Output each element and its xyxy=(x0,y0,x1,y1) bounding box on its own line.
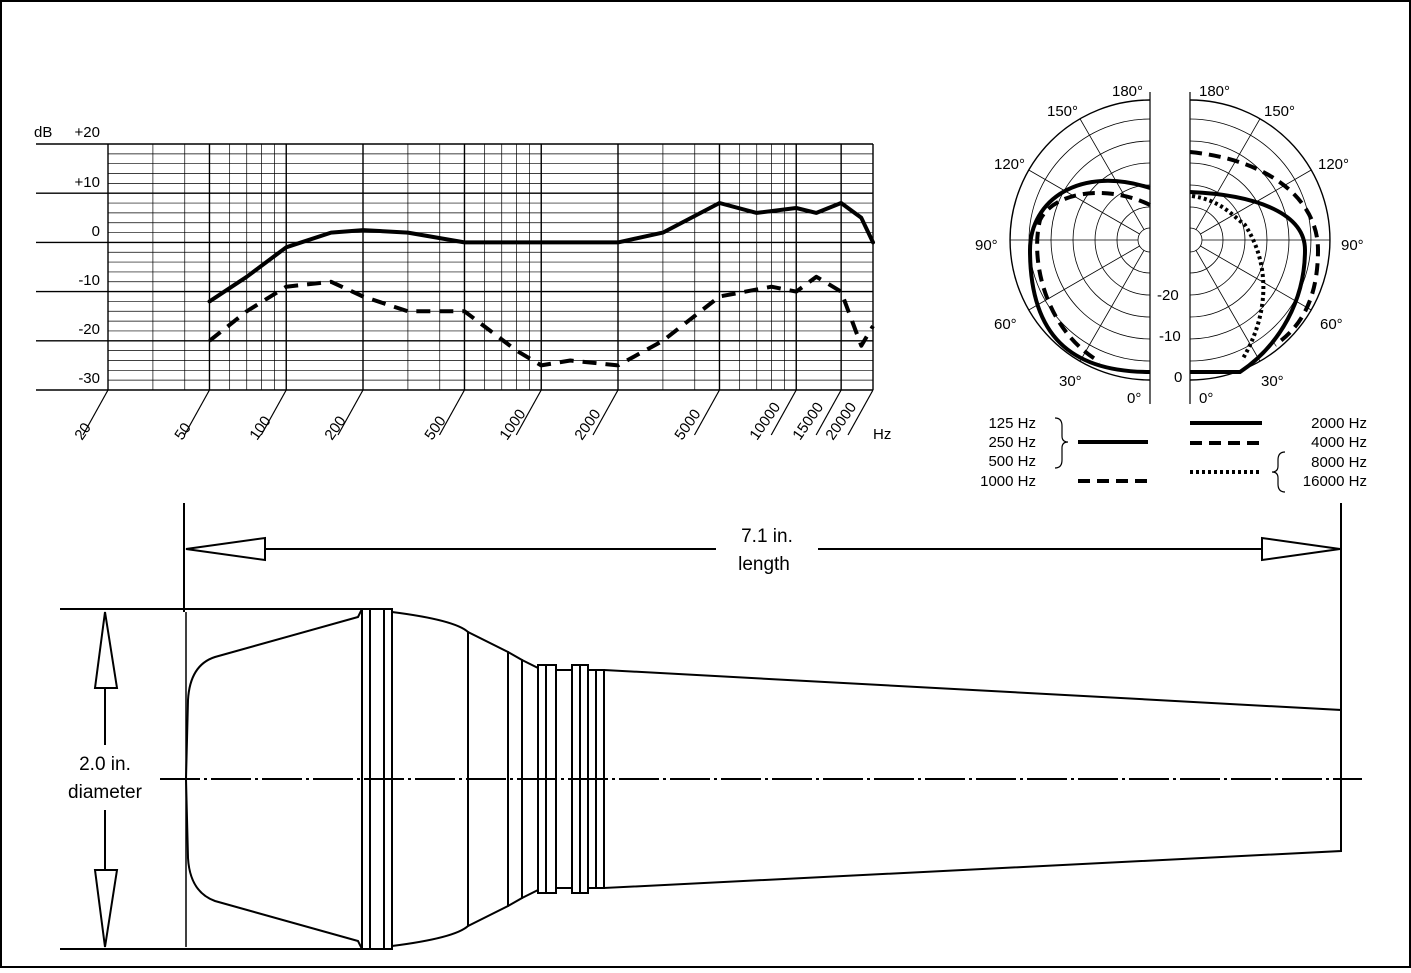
legend-brace-left xyxy=(1054,417,1069,469)
legend-label: 16000 Hz xyxy=(1303,473,1367,490)
angle-label-left: 120° xyxy=(994,156,1025,173)
angle-label-left: 60° xyxy=(994,316,1017,333)
ring-label: 0 xyxy=(1174,369,1182,386)
polar-ring-right xyxy=(1189,227,1203,253)
angle-label-right: 0° xyxy=(1199,390,1213,407)
polar-spoke-right xyxy=(1195,250,1261,362)
x-tick-label: 50 xyxy=(171,420,194,443)
arrowhead-down xyxy=(93,869,119,948)
y-tick-label: +10 xyxy=(75,174,100,191)
angle-label-right: 90° xyxy=(1341,237,1364,254)
polar-spoke-left xyxy=(1028,169,1140,235)
x-tick-leader xyxy=(592,389,619,436)
x-tick-leader xyxy=(847,389,874,436)
arrowhead-right xyxy=(1261,536,1341,562)
series-line-solid xyxy=(207,201,875,304)
x-tick-label: 500 xyxy=(421,413,449,443)
polar-curve-4000hz-dashed xyxy=(1189,150,1321,347)
x-tick-leader xyxy=(770,389,797,436)
legend-label: 250 Hz xyxy=(988,434,1036,451)
angle-label-left: 150° xyxy=(1047,103,1078,120)
angle-label-right: 30° xyxy=(1261,373,1284,390)
polar-spoke-left xyxy=(1079,118,1145,230)
polar-curve-low-freq-solid xyxy=(1027,178,1151,374)
x-tick-label: 5000 xyxy=(671,406,704,443)
legend-label: 2000 Hz xyxy=(1311,415,1367,432)
x-tick-label: 20000 xyxy=(822,399,860,443)
polar-spoke-left xyxy=(1028,245,1140,311)
ring-label: -20 xyxy=(1157,287,1179,304)
x-tick-leader xyxy=(82,389,109,436)
x-tick-label: 20 xyxy=(71,420,94,443)
x-tick-leader xyxy=(438,389,465,436)
y-tick-label: +20 xyxy=(75,124,100,141)
ring-label: -10 xyxy=(1159,328,1181,345)
x-tick-leader xyxy=(815,389,842,436)
legend-label: 1000 Hz xyxy=(980,473,1036,490)
y-unit-label: dB xyxy=(34,124,52,141)
polar-pattern-chart: 180° 150° 120° 90° 60° 30° 0° 180° 150° … xyxy=(975,83,1367,493)
arrowhead-up xyxy=(93,611,119,689)
x-tick-leader xyxy=(337,389,364,436)
x-axis-labels: 20 50 100 200 500 1000 2000 5000 10000 1… xyxy=(71,399,891,443)
polar-curve-8000-16000hz-dotted xyxy=(1191,194,1266,362)
polar-curve-1000hz-dashed xyxy=(1035,191,1151,364)
angle-label-left: 180° xyxy=(1112,83,1143,100)
legend-label: 4000 Hz xyxy=(1311,434,1367,451)
angle-label-right: 60° xyxy=(1320,316,1343,333)
y-tick-label: -20 xyxy=(78,321,100,338)
x-tick-label: 15000 xyxy=(789,399,827,443)
x-tick-label: 200 xyxy=(321,413,349,443)
polar-legend: 125 Hz 250 Hz 500 Hz 1000 Hz 2000 Hz 400… xyxy=(980,415,1367,493)
legend-brace-right xyxy=(1271,451,1286,493)
length-word: length xyxy=(738,554,790,575)
polar-grid xyxy=(1009,99,1331,381)
angle-label-right: 120° xyxy=(1318,156,1349,173)
frequency-grid xyxy=(36,143,874,436)
x-tick-label: 1000 xyxy=(496,406,529,443)
diameter-word: diameter xyxy=(68,782,143,803)
angle-label-left: 90° xyxy=(975,237,998,254)
y-tick-label: -10 xyxy=(78,272,100,289)
x-tick-leader xyxy=(260,389,287,436)
x-tick-leader xyxy=(515,389,542,436)
y-axis-labels: dB +20 +10 0 -10 -20 -30 xyxy=(34,124,100,387)
diameter-value: 2.0 in. xyxy=(79,754,131,775)
x-unit-label: Hz xyxy=(873,426,891,443)
y-tick-label: 0 xyxy=(92,223,100,240)
handle-body xyxy=(603,668,1342,890)
legend-label: 500 Hz xyxy=(988,453,1036,470)
microphone-dimension-drawing: 7.1 in. length 2.0 in. diameter xyxy=(60,503,1362,950)
arrowhead-left xyxy=(185,536,266,562)
series-line-dashed xyxy=(208,274,875,368)
angle-label-left: 30° xyxy=(1059,373,1082,390)
angle-label-left: 0° xyxy=(1127,390,1141,407)
angle-label-right: 150° xyxy=(1264,103,1295,120)
polar-center-gap xyxy=(1150,90,1190,406)
frequency-response-chart: dB +20 +10 0 -10 -20 -30 20 50 100 200 5… xyxy=(34,124,891,443)
y-tick-label: -30 xyxy=(78,370,100,387)
polar-spoke-right xyxy=(1195,118,1261,230)
legend-label: 125 Hz xyxy=(988,415,1036,432)
length-value: 7.1 in. xyxy=(741,526,793,547)
x-tick-leader xyxy=(183,389,210,436)
polar-spoke-left xyxy=(1079,250,1145,362)
polar-ring-left xyxy=(1137,227,1151,253)
x-tick-leader xyxy=(693,389,720,436)
polar-curve-2000hz-solid xyxy=(1189,190,1308,374)
polar-spoke-right xyxy=(1200,245,1312,311)
x-tick-label: 2000 xyxy=(571,406,604,443)
angle-label-right: 180° xyxy=(1199,83,1230,100)
legend-label: 8000 Hz xyxy=(1311,454,1367,471)
